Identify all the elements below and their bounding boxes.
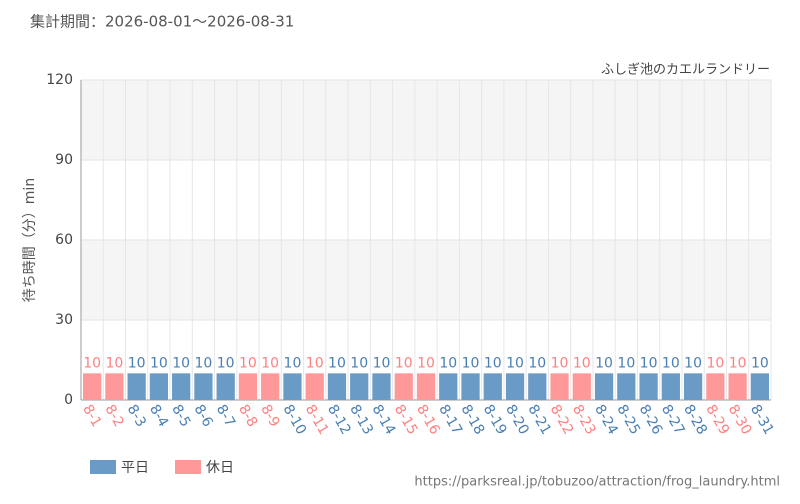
value-label: 10 (217, 355, 235, 371)
value-label: 10 (328, 355, 346, 371)
y-tick-label: 30 (55, 312, 73, 328)
bar (194, 373, 213, 400)
value-label: 10 (261, 355, 279, 371)
value-label: 10 (284, 355, 302, 371)
bar (149, 373, 169, 400)
bar (572, 373, 591, 400)
value-label: 10 (462, 355, 480, 371)
value-label: 10 (83, 355, 101, 371)
value-label: 10 (595, 355, 613, 371)
legend-label: 休日 (206, 460, 234, 476)
value-label: 10 (373, 355, 391, 371)
bar (283, 373, 302, 400)
bar (483, 373, 502, 400)
value-label: 10 (439, 355, 457, 371)
value-label: 10 (573, 355, 591, 371)
value-label: 10 (417, 355, 435, 371)
value-label: 10 (306, 355, 324, 371)
y-tick-label: 90 (55, 152, 73, 168)
bar (706, 373, 725, 400)
value-label: 10 (484, 355, 502, 371)
y-tick-label: 120 (46, 72, 73, 88)
bar (661, 373, 680, 400)
bar (305, 373, 324, 400)
y-tick-label: 0 (64, 392, 73, 408)
bar (639, 373, 658, 400)
bar (261, 373, 280, 400)
grid-band (81, 240, 771, 320)
value-label: 10 (528, 355, 546, 371)
subtitle: ふしぎ池のカエルランドリー (601, 63, 770, 78)
value-label: 10 (640, 355, 658, 371)
bar (594, 373, 614, 400)
chart-title: 集計期間：2026-08-01～2026-08-31 (30, 13, 294, 31)
value-label: 10 (551, 355, 569, 371)
value-label: 10 (350, 355, 368, 371)
bar (461, 373, 480, 400)
legend-swatch (175, 460, 201, 474)
bar (394, 373, 413, 400)
value-label: 10 (105, 355, 123, 371)
bar (216, 373, 235, 400)
bar (683, 373, 703, 400)
bar (505, 373, 525, 400)
value-label: 10 (751, 355, 769, 371)
bar (439, 373, 458, 400)
value-label: 10 (706, 355, 724, 371)
value-label: 10 (506, 355, 524, 371)
bar (416, 373, 436, 400)
bar (750, 373, 769, 400)
bar (550, 373, 569, 400)
bar (83, 373, 102, 400)
bar (127, 373, 146, 400)
bar (327, 373, 347, 400)
value-label: 10 (172, 355, 190, 371)
value-label: 10 (729, 355, 747, 371)
value-label: 10 (395, 355, 413, 371)
value-label: 10 (617, 355, 635, 371)
legend-swatch (90, 460, 116, 474)
value-label: 10 (128, 355, 146, 371)
grid-band (81, 80, 771, 160)
value-label: 10 (150, 355, 168, 371)
bar (728, 373, 747, 400)
source: https://parksreal.jp/tobuzoo/attraction/… (414, 475, 780, 490)
bar (350, 373, 369, 400)
value-label: 10 (662, 355, 680, 371)
y-axis-label: 待ち時間（分）min (22, 178, 38, 302)
bar (238, 373, 258, 400)
bar (617, 373, 636, 400)
value-label: 10 (239, 355, 257, 371)
y-tick-label: 60 (55, 232, 73, 248)
bar (372, 373, 391, 400)
bar (172, 373, 191, 400)
legend-label: 平日 (121, 460, 149, 476)
value-label: 10 (195, 355, 213, 371)
value-label: 10 (684, 355, 702, 371)
bar (105, 373, 124, 400)
bar (528, 373, 547, 400)
